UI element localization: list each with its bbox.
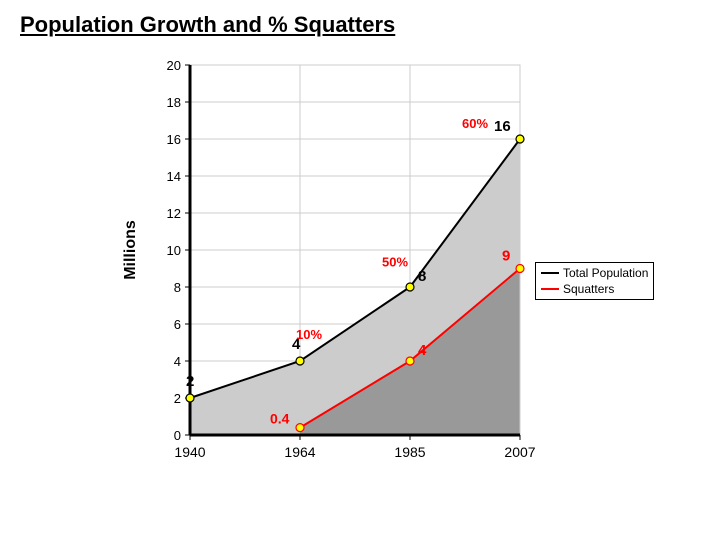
svg-text:8: 8 <box>418 268 426 285</box>
svg-text:10: 10 <box>167 243 181 258</box>
svg-text:2: 2 <box>186 373 194 390</box>
legend-label-total: Total Population <box>563 265 648 281</box>
legend-swatch-total <box>541 272 559 274</box>
svg-text:50%: 50% <box>382 255 408 270</box>
legend-swatch-squatters <box>541 288 559 290</box>
svg-text:12: 12 <box>167 206 181 221</box>
chart-legend: Total Population Squatters <box>535 262 654 300</box>
svg-text:1985: 1985 <box>394 444 425 460</box>
svg-text:20: 20 <box>167 58 181 73</box>
svg-text:4: 4 <box>418 342 427 359</box>
legend-label-squatters: Squatters <box>563 281 614 297</box>
svg-text:1940: 1940 <box>174 444 205 460</box>
svg-text:60%: 60% <box>462 116 488 131</box>
svg-text:8: 8 <box>174 280 181 295</box>
svg-text:14: 14 <box>167 169 181 184</box>
svg-text:2007: 2007 <box>504 444 535 460</box>
svg-text:16: 16 <box>167 132 181 147</box>
svg-text:6: 6 <box>174 317 181 332</box>
legend-item-squatters: Squatters <box>541 281 648 297</box>
svg-text:Millions: Millions <box>122 220 139 280</box>
svg-text:4: 4 <box>174 354 181 369</box>
page-title: Population Growth and % Squatters <box>20 12 395 38</box>
svg-text:0.4: 0.4 <box>270 411 290 427</box>
legend-item-total: Total Population <box>541 265 648 281</box>
svg-text:18: 18 <box>167 95 181 110</box>
svg-text:10%: 10% <box>296 327 322 342</box>
svg-text:9: 9 <box>502 248 510 265</box>
svg-text:0: 0 <box>174 428 181 443</box>
svg-text:16: 16 <box>494 118 511 135</box>
svg-text:1964: 1964 <box>284 444 315 460</box>
svg-text:2: 2 <box>174 391 181 406</box>
